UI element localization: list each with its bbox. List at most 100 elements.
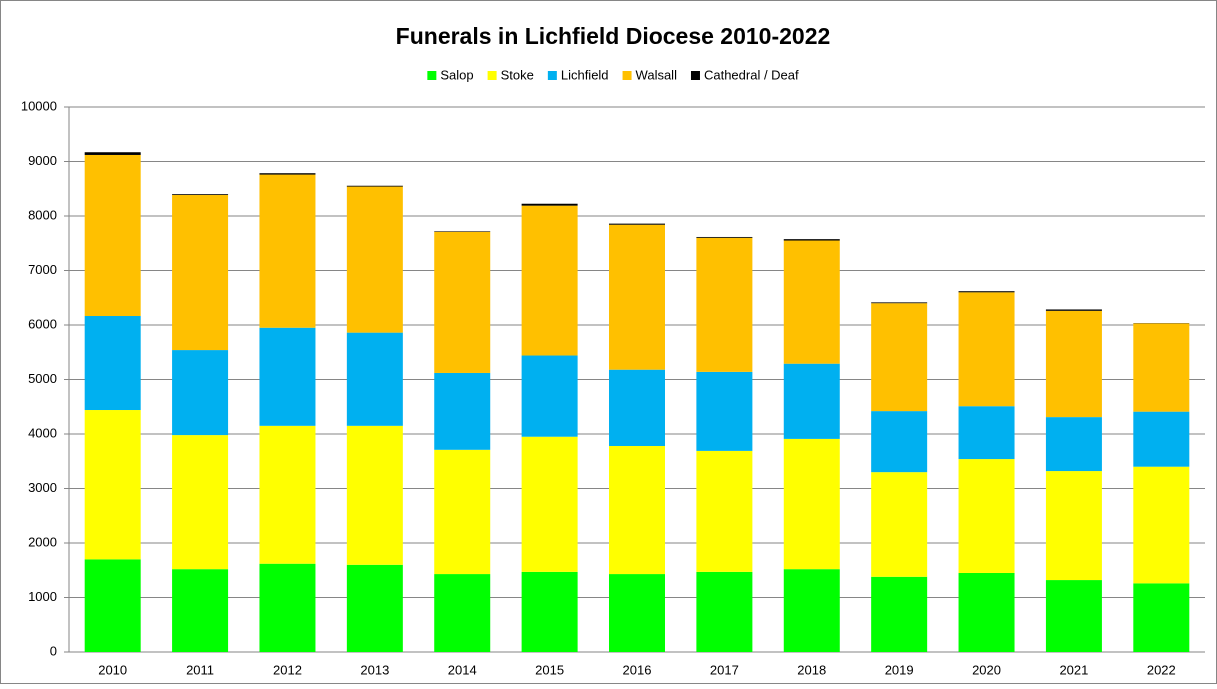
bar-segment [784, 364, 840, 439]
bar-segment [696, 238, 752, 372]
x-tick-label: 2021 [1059, 662, 1088, 677]
bar-segment [784, 241, 840, 364]
bar-segment [522, 356, 578, 437]
bar-segment [259, 564, 315, 652]
x-tick-label: 2010 [98, 662, 127, 677]
bar-segment [347, 187, 403, 333]
bar-segment [259, 426, 315, 564]
y-tick-label: 5000 [28, 371, 57, 386]
bar-segment [696, 237, 752, 238]
bar-segment [696, 451, 752, 572]
bar-segment [85, 316, 141, 410]
bar-segment [434, 231, 490, 232]
y-tick-label: 0 [50, 643, 57, 658]
chart-title: Funerals in Lichfield Diocese 2010-2022 [396, 23, 831, 49]
bar-segment [522, 437, 578, 572]
x-tick-label: 2018 [797, 662, 826, 677]
bar-segment [347, 426, 403, 565]
bar-segment [85, 155, 141, 316]
bar-segment [1046, 471, 1102, 580]
y-tick-label: 1000 [28, 589, 57, 604]
bar-segment [522, 206, 578, 356]
x-tick-label: 2022 [1147, 662, 1176, 677]
y-tick-label: 6000 [28, 316, 57, 331]
bar-segment [522, 572, 578, 652]
bar-segment [696, 372, 752, 451]
bar-segment [434, 232, 490, 373]
bar-segment [85, 152, 141, 155]
bar-segment [609, 225, 665, 370]
bar-segment [871, 302, 927, 303]
bar-segment [609, 446, 665, 574]
bar-segment [784, 439, 840, 569]
bar-segment [959, 291, 1015, 292]
bar-segment [172, 569, 228, 652]
legend-label: Lichfield [561, 67, 609, 82]
bar-segment [1046, 311, 1102, 417]
bar-segment [784, 239, 840, 240]
x-tick-label: 2017 [710, 662, 739, 677]
legend-label: Stoke [501, 67, 534, 82]
legend-label: Walsall [636, 67, 678, 82]
bar-segment [434, 450, 490, 574]
bar-segment [1133, 412, 1189, 467]
bar-segment [959, 573, 1015, 652]
bar-segment [1133, 323, 1189, 411]
bar-segment [347, 333, 403, 426]
bar-segment [259, 328, 315, 426]
x-tick-label: 2014 [448, 662, 477, 677]
legend-swatch [691, 71, 700, 80]
bar-segment [609, 574, 665, 652]
bar-segment [696, 572, 752, 652]
bar-segment [347, 565, 403, 652]
x-tick-label: 2013 [360, 662, 389, 677]
bar-segment [172, 195, 228, 350]
bar-segment [259, 175, 315, 328]
y-tick-label: 3000 [28, 480, 57, 495]
bar-segment [85, 410, 141, 559]
bar-segment [1046, 580, 1102, 652]
x-tick-label: 2015 [535, 662, 564, 677]
y-tick-label: 10000 [21, 98, 57, 113]
legend-swatch [427, 71, 436, 80]
bar-segment [1046, 417, 1102, 471]
bar-segment [871, 577, 927, 652]
bar-segment [784, 569, 840, 652]
bar-segment [609, 370, 665, 446]
y-tick-label: 4000 [28, 425, 57, 440]
bar-segment [522, 204, 578, 206]
x-tick-label: 2011 [186, 662, 214, 677]
bar-segment [434, 574, 490, 652]
bar-segment [871, 303, 927, 411]
bar-segment [434, 373, 490, 450]
bar-segment [172, 350, 228, 435]
x-tick-label: 2020 [972, 662, 1001, 677]
bar-segment [959, 459, 1015, 573]
legend-swatch [623, 71, 632, 80]
x-tick-label: 2012 [273, 662, 302, 677]
legend-label: Cathedral / Deaf [704, 67, 799, 82]
bar-segment [609, 224, 665, 225]
legend-swatch [488, 71, 497, 80]
bar-segment [259, 173, 315, 174]
bar-segment [959, 292, 1015, 406]
bar-segment [959, 406, 1015, 459]
y-tick-label: 9000 [28, 153, 57, 168]
legend-label: Salop [440, 67, 473, 82]
bar-segment [85, 559, 141, 652]
y-tick-label: 2000 [28, 534, 57, 549]
bar-segment [1133, 467, 1189, 584]
y-tick-label: 8000 [28, 207, 57, 222]
bar-segment [347, 186, 403, 187]
x-tick-label: 2019 [885, 662, 914, 677]
bar-segment [172, 194, 228, 195]
bar-segment [871, 411, 927, 472]
y-tick-label: 7000 [28, 262, 57, 277]
x-tick-label: 2016 [623, 662, 652, 677]
bar-segment [172, 435, 228, 569]
bar-segment [1046, 309, 1102, 310]
legend-swatch [548, 71, 557, 80]
bar-segment [1133, 583, 1189, 652]
